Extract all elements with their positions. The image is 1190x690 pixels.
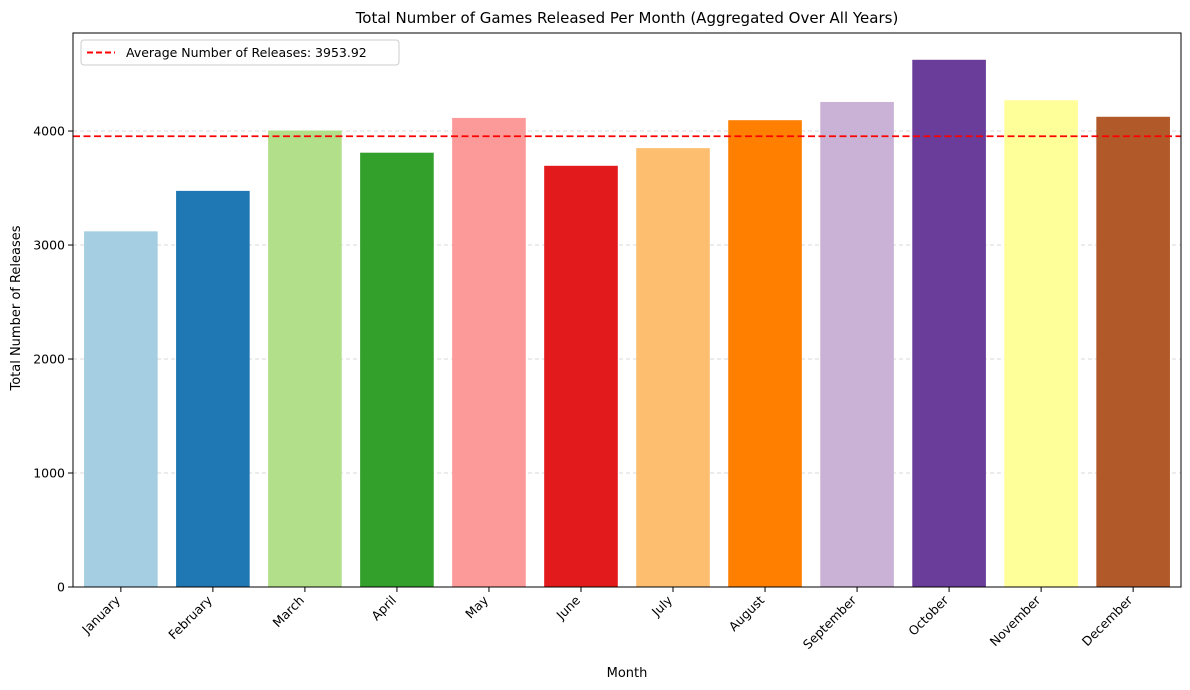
y-tick-label: 3000 <box>33 238 65 253</box>
bar-october <box>912 59 986 587</box>
bar-february <box>176 190 250 587</box>
x-tick-label: August <box>726 592 768 634</box>
x-axis-label: Month <box>607 666 648 681</box>
y-tick-label: 4000 <box>33 124 65 139</box>
legend-entry-average: Average Number of Releases: 3953.92 <box>126 45 367 60</box>
bar-december <box>1096 116 1170 588</box>
x-tick-label: February <box>165 592 215 642</box>
bar-july <box>636 148 710 587</box>
bars <box>84 59 1170 588</box>
bar-march <box>268 130 342 588</box>
x-axis: January February March April May June July Augu… <box>78 587 1136 652</box>
bar-may <box>452 117 526 588</box>
x-tick-label: April <box>368 593 399 624</box>
bar-january <box>84 231 158 587</box>
chart-title: Total Number of Games Released Per Month… <box>355 9 899 27</box>
x-tick-label: November <box>987 592 1044 649</box>
x-tick-label: July <box>648 592 676 620</box>
y-tick-label: 1000 <box>33 466 65 481</box>
x-tick-label: March <box>269 593 307 631</box>
x-tick-label: May <box>462 592 491 621</box>
bar-november <box>1004 100 1078 588</box>
y-axis-label: Total Number of Releases <box>9 225 24 391</box>
y-tick-label: 2000 <box>33 352 65 367</box>
bar-april <box>360 152 434 588</box>
plot-frame <box>72 32 1182 588</box>
legend-box <box>80 39 400 66</box>
legend: Average Number of Releases: 3953.92 <box>80 39 400 66</box>
bar-september <box>820 101 894 587</box>
x-tick-label: September <box>800 592 860 652</box>
bar-august <box>728 120 802 587</box>
x-tick-label: December <box>1079 592 1136 649</box>
bar-june <box>544 165 618 587</box>
x-tick-label: October <box>905 592 952 639</box>
y-tick-label: 0 <box>57 580 65 595</box>
x-tick-label: January <box>78 592 123 637</box>
x-tick-label: June <box>553 592 584 623</box>
gridlines <box>73 130 1181 474</box>
y-axis: 0 1000 2000 3000 4000 <box>33 124 73 595</box>
